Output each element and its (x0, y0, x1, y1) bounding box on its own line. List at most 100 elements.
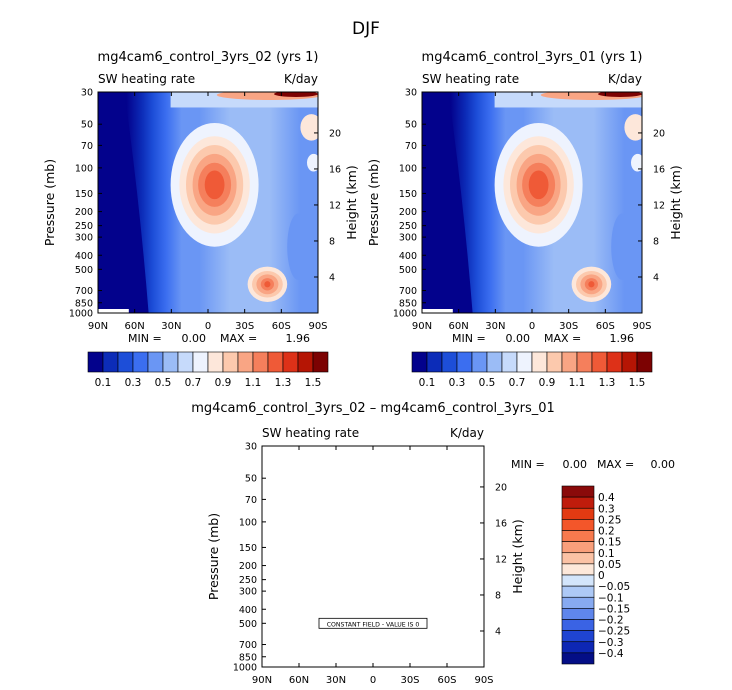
colorbar-box (501, 351, 518, 373)
colorbar-box (516, 351, 533, 373)
y-tick-label: 150 (75, 189, 93, 200)
min-value: 0.00 (506, 332, 531, 345)
field-group (422, 92, 642, 313)
colorbar-box (591, 351, 608, 373)
colorbar-box (561, 608, 595, 620)
units-label: K/day (450, 426, 484, 440)
colorbar-box (546, 351, 563, 373)
colorbar-box (561, 574, 595, 587)
polar-night-region (422, 92, 473, 313)
panel-title: mg4cam6_control_3yrs_02 – mg4cam6_contro… (191, 401, 555, 416)
min-value: 0.00 (182, 332, 207, 345)
colorbar-box (297, 351, 314, 373)
colorbar-label: 1.3 (275, 377, 292, 389)
height-tick-label: 8 (653, 236, 659, 247)
colorbar-box (222, 351, 239, 373)
colorbar-label: 0.3 (449, 377, 466, 389)
y-tick-label: 1000 (233, 663, 257, 674)
y-tick-label: 70 (245, 495, 257, 506)
height-tick-label: 12 (495, 554, 507, 565)
y-tick-label: 400 (399, 251, 417, 262)
colorbar-label: 0.1 (95, 377, 112, 389)
colorbar-box (486, 351, 503, 373)
y-tick-label: 500 (239, 619, 257, 630)
min-value: 0.00 (563, 458, 588, 471)
colorbar-box (561, 541, 595, 554)
colorbar-box (561, 563, 595, 576)
lower-heating-contour (588, 281, 595, 288)
colorbar-box (132, 351, 149, 373)
height-tick-label: 16 (329, 164, 341, 175)
colorbar-box (561, 585, 595, 598)
y-tick-label: 500 (75, 265, 93, 276)
colorbar-label: 0.9 (215, 377, 232, 389)
lower-blue-tongue (287, 213, 310, 280)
max-label: MAX = (544, 332, 581, 345)
y-tick-label: 150 (239, 543, 257, 554)
colorbar-box (237, 351, 254, 373)
units-label: K/day (608, 72, 642, 86)
colorbar-box (456, 351, 473, 373)
colorbar-label: 0.4 (598, 492, 615, 504)
colorbar-label: 0 (598, 570, 605, 582)
y-tick-label: 100 (239, 517, 257, 528)
y-tick-label: 250 (75, 221, 93, 232)
y-tick-label: 50 (81, 120, 93, 131)
colorbar-box (117, 351, 134, 373)
colorbar-label: 1.5 (305, 377, 322, 389)
height-tick-label: 20 (653, 128, 665, 139)
y-tick-label: 250 (399, 221, 417, 232)
x-tick-label: 60N (289, 675, 309, 686)
height-tick-label: 20 (329, 128, 341, 139)
x-tick-label: 90S (474, 675, 493, 686)
y-axis-title-right: Height (km) (344, 165, 359, 239)
colorbar-label: −0.1 (598, 592, 624, 604)
colorbar-label: 0.15 (598, 537, 621, 549)
colorbar-box (561, 641, 595, 654)
colorbar-label: −0.15 (598, 603, 630, 615)
heating-max-contour (528, 170, 549, 200)
y-tick-label: 700 (399, 286, 417, 297)
colorbar-box (561, 630, 595, 643)
colorbar-box (561, 519, 595, 531)
y-tick-label: 300 (399, 233, 417, 244)
max-value: 0.00 (651, 458, 676, 471)
y-tick-label: 850 (399, 298, 417, 309)
y-tick-label: 850 (75, 298, 93, 309)
x-tick-label: 30S (559, 321, 578, 332)
colorbar-label: −0.2 (598, 615, 624, 627)
upper-right-spot (300, 114, 318, 141)
colorbar-box (561, 619, 595, 631)
colorbar-box (102, 351, 119, 373)
y-tick-label: 300 (239, 587, 257, 598)
colorbar-box (531, 351, 548, 373)
colorbar-box (282, 351, 299, 373)
height-tick-label: 8 (329, 236, 335, 247)
polar-night-region (98, 92, 149, 313)
colorbar-label: 1.1 (245, 377, 262, 389)
units-label: K/day (284, 72, 318, 86)
height-tick-label: 4 (653, 272, 659, 283)
colorbar-label: 1.1 (569, 377, 586, 389)
x-tick-label: 90S (308, 321, 327, 332)
colorbar-box (561, 496, 595, 509)
x-tick-label: 90S (632, 321, 651, 332)
colorbar-box (426, 351, 443, 373)
y-axis-title: Pressure (mb) (42, 159, 57, 246)
y-tick-label: 70 (81, 141, 93, 152)
y-axis-title: Pressure (mb) (366, 159, 381, 246)
variable-label: SW heating rate (422, 72, 519, 86)
colorbar-label: 0.3 (598, 503, 615, 515)
colorbar-label: 1.3 (599, 377, 616, 389)
y-tick-label: 700 (75, 286, 93, 297)
variable-label: SW heating rate (98, 72, 195, 86)
colorbar-label: −0.4 (598, 648, 624, 660)
mid-right-spot (631, 153, 642, 172)
colorbar-label: 0.5 (155, 377, 172, 389)
x-tick-label: 30N (485, 321, 505, 332)
y-tick-label: 850 (239, 652, 257, 663)
colorbar-box (252, 351, 269, 373)
colorbar-box (621, 351, 638, 373)
panel-title: mg4cam6_control_3yrs_02 (yrs 1) (98, 50, 319, 65)
